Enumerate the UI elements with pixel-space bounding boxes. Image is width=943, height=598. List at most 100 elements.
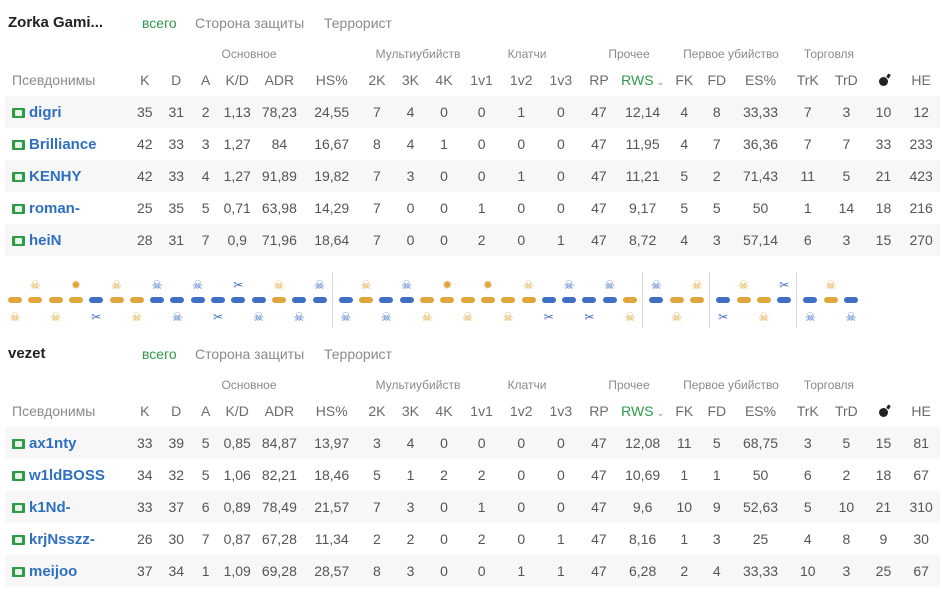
col-header-rws[interactable]: RWS ⌄ <box>617 64 669 96</box>
col-header-k[interactable]: K <box>129 64 161 96</box>
round-marker[interactable]: ☠ <box>397 270 417 328</box>
round-marker[interactable]: ☠ <box>249 270 269 328</box>
col-header-1v1[interactable]: 1v1 <box>461 64 502 96</box>
round-marker[interactable]: ✹ <box>478 270 498 328</box>
col-header-adr[interactable]: ADR <box>255 64 304 96</box>
col-header-3k[interactable]: 3K <box>394 395 427 427</box>
col-header-aliases[interactable]: Псевдонимы <box>5 64 129 96</box>
round-marker[interactable]: ✂ <box>539 270 559 328</box>
col-header-2k[interactable]: 2K <box>360 395 395 427</box>
round-marker[interactable]: ☠ <box>25 270 45 328</box>
round-marker[interactable]: ☠ <box>356 270 376 328</box>
round-marker[interactable]: ✂ <box>208 270 228 328</box>
col-header-fk[interactable]: FK <box>669 395 701 427</box>
col-header-d[interactable]: D <box>160 64 192 96</box>
col-header-hs[interactable]: HS% <box>304 64 360 96</box>
col-header-trd[interactable]: TrD <box>828 64 865 96</box>
tab-all[interactable]: всего <box>142 15 177 31</box>
round-marker[interactable]: ☠ <box>127 270 147 328</box>
round-marker[interactable]: ✹ <box>66 270 86 328</box>
round-marker[interactable]: ☠ <box>46 270 66 328</box>
col-header-fd[interactable]: FD <box>700 395 734 427</box>
round-marker[interactable]: ☠ <box>498 270 518 328</box>
col-header-rp[interactable]: RP <box>581 64 617 96</box>
col-header-2k[interactable]: 2K <box>360 64 395 96</box>
round-marker[interactable]: ☠ <box>289 270 309 328</box>
col-header-fd[interactable]: FD <box>700 64 734 96</box>
round-marker[interactable]: ☠ <box>734 270 754 328</box>
round-marker[interactable]: ☠ <box>336 270 356 328</box>
col-header-4k[interactable]: 4K <box>427 64 462 96</box>
round-marker[interactable]: ✂ <box>774 270 794 328</box>
round-marker[interactable]: ☠ <box>821 270 841 328</box>
round-marker[interactable]: ☠ <box>310 270 330 328</box>
player-name-link[interactable]: meijoo <box>29 562 78 580</box>
round-marker[interactable]: ✂ <box>86 270 106 328</box>
col-header-he[interactable]: HE <box>902 64 940 96</box>
tab-all[interactable]: всего <box>142 346 177 362</box>
col-header-hs[interactable]: HS% <box>304 395 360 427</box>
round-marker[interactable]: ☠ <box>600 270 620 328</box>
col-header-3k[interactable]: 3K <box>394 64 427 96</box>
col-header-rp[interactable]: RP <box>581 395 617 427</box>
round-marker[interactable]: ☠ <box>754 270 774 328</box>
col-header-4k[interactable]: 4K <box>427 395 462 427</box>
round-marker[interactable]: ✹ <box>437 270 457 328</box>
round-marker[interactable]: ☠ <box>646 270 666 328</box>
round-marker[interactable]: ☠ <box>188 270 208 328</box>
round-marker[interactable]: ✂ <box>228 270 248 328</box>
col-header-aliases[interactable]: Псевдонимы <box>5 395 129 427</box>
col-header-bomb[interactable] <box>865 64 903 96</box>
col-header-a[interactable]: A <box>192 395 219 427</box>
round-marker[interactable]: ☠ <box>417 270 437 328</box>
round-marker[interactable]: ☠ <box>800 270 820 328</box>
col-header-es[interactable]: ES% <box>734 395 788 427</box>
col-header-k[interactable]: K <box>129 395 161 427</box>
player-name-link[interactable]: digri <box>29 103 62 121</box>
round-marker[interactable]: ☠ <box>167 270 187 328</box>
player-name-link[interactable]: Brilliance <box>29 135 97 153</box>
player-name-link[interactable]: heiN <box>29 231 62 249</box>
team-name[interactable]: Zorka Gami... <box>8 14 104 31</box>
col-header-he[interactable]: HE <box>902 395 940 427</box>
round-marker[interactable]: ☠ <box>667 270 687 328</box>
round-marker[interactable]: ✂ <box>579 270 599 328</box>
tab-ct-side[interactable]: Сторона защиты <box>195 346 305 362</box>
col-header-adr[interactable]: ADR <box>255 395 304 427</box>
col-header-1v2[interactable]: 1v2 <box>502 64 541 96</box>
player-name-link[interactable]: ax1nty <box>29 434 77 452</box>
col-header-trd[interactable]: TrD <box>828 395 865 427</box>
round-marker[interactable]: ☠ <box>269 270 289 328</box>
col-header-d[interactable]: D <box>160 395 192 427</box>
col-header-rws[interactable]: RWS ⌄ <box>617 395 669 427</box>
tab-t-side[interactable]: Террорист <box>324 15 392 31</box>
round-marker[interactable]: ☠ <box>519 270 539 328</box>
round-marker[interactable]: ☠ <box>458 270 478 328</box>
round-marker[interactable]: ☠ <box>687 270 707 328</box>
col-header-trk[interactable]: TrK <box>787 64 828 96</box>
round-marker[interactable]: ☠ <box>5 270 25 328</box>
player-name-link[interactable]: roman- <box>29 199 80 217</box>
player-name-link[interactable]: krjNsszz- <box>29 530 95 548</box>
round-marker[interactable]: ☠ <box>841 270 861 328</box>
col-header-a[interactable]: A <box>192 64 219 96</box>
round-marker[interactable]: ☠ <box>620 270 640 328</box>
col-header-kd[interactable]: K/D <box>219 64 255 96</box>
player-name-link[interactable]: w1ldBOSS <box>29 466 105 484</box>
col-header-es[interactable]: ES% <box>734 64 788 96</box>
col-header-1v3[interactable]: 1v3 <box>541 395 582 427</box>
round-marker[interactable]: ☠ <box>559 270 579 328</box>
round-marker[interactable]: ☠ <box>376 270 396 328</box>
round-marker[interactable]: ✂ <box>713 270 733 328</box>
player-name-link[interactable]: KENHY <box>29 167 82 185</box>
player-name-link[interactable]: k1Nd- <box>29 498 71 516</box>
col-header-kd[interactable]: K/D <box>219 395 255 427</box>
tab-ct-side[interactable]: Сторона защиты <box>195 15 305 31</box>
round-marker[interactable]: ☠ <box>107 270 127 328</box>
col-header-trk[interactable]: TrK <box>787 395 828 427</box>
col-header-1v3[interactable]: 1v3 <box>541 64 582 96</box>
col-header-1v1[interactable]: 1v1 <box>461 395 502 427</box>
round-marker[interactable]: ☠ <box>147 270 167 328</box>
col-header-bomb[interactable] <box>865 395 903 427</box>
team-name[interactable]: vezet <box>8 345 46 362</box>
